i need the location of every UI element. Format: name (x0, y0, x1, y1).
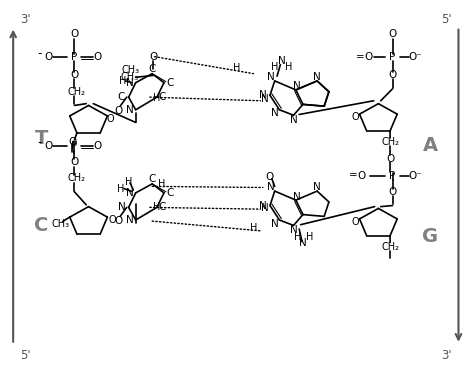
Text: H: H (271, 62, 278, 72)
Text: H: H (158, 179, 165, 189)
Text: O: O (68, 137, 76, 147)
Text: N: N (293, 81, 301, 91)
Text: H: H (125, 177, 132, 187)
Text: T: T (35, 129, 48, 148)
Text: O: O (45, 53, 53, 62)
Text: H: H (119, 76, 126, 86)
Text: N: N (267, 182, 275, 192)
Text: O⁻: O⁻ (408, 170, 422, 181)
Text: C: C (166, 78, 173, 88)
Text: O: O (388, 29, 397, 39)
Text: N: N (267, 72, 275, 82)
Text: N: N (278, 56, 286, 66)
Text: 5': 5' (441, 13, 451, 26)
Text: CH₂: CH₂ (68, 173, 86, 184)
Text: N: N (271, 108, 279, 118)
Text: P: P (389, 53, 396, 62)
Text: P: P (389, 170, 396, 181)
Text: N: N (271, 219, 279, 228)
Text: N: N (126, 215, 134, 225)
Text: -: - (38, 47, 42, 60)
Text: CH₂: CH₂ (381, 137, 399, 147)
Text: O: O (149, 52, 157, 62)
Text: N: N (290, 225, 297, 235)
Text: N: N (290, 115, 297, 124)
Text: O: O (45, 141, 53, 151)
Text: O: O (107, 114, 114, 124)
Text: O: O (388, 187, 397, 197)
Text: H: H (293, 232, 301, 242)
Text: O: O (114, 216, 122, 226)
Text: O: O (70, 70, 79, 80)
Text: N: N (259, 200, 267, 211)
Text: O: O (352, 112, 359, 122)
Text: N: N (299, 238, 307, 249)
Text: CH₂: CH₂ (381, 242, 399, 252)
Text: CH₂: CH₂ (68, 87, 86, 97)
Text: C: C (148, 174, 156, 184)
Text: N: N (261, 203, 269, 213)
Text: 5': 5' (20, 349, 31, 362)
Text: H: H (153, 93, 161, 103)
Text: H: H (306, 232, 314, 242)
Text: C: C (34, 216, 49, 235)
Text: C: C (148, 64, 156, 74)
Text: H: H (153, 201, 161, 212)
Text: 3': 3' (20, 13, 31, 26)
Text: N: N (126, 105, 134, 115)
Text: O: O (70, 29, 79, 39)
Text: 3': 3' (441, 349, 451, 362)
Text: N: N (126, 78, 134, 88)
Text: G: G (422, 227, 438, 246)
Text: C: C (159, 92, 166, 102)
Text: H: H (117, 184, 124, 193)
Text: O: O (109, 215, 117, 225)
Text: N: N (126, 188, 134, 198)
Text: CH₃: CH₃ (120, 72, 138, 82)
Text: O: O (70, 157, 79, 167)
Text: C: C (118, 92, 125, 102)
Text: H: H (250, 223, 257, 233)
Text: O: O (94, 53, 102, 62)
Text: H: H (285, 62, 292, 72)
Text: C: C (159, 202, 166, 212)
Text: P: P (71, 53, 78, 62)
Text: -: - (38, 136, 42, 149)
Text: N: N (313, 182, 321, 192)
Text: O: O (352, 217, 359, 227)
Text: N: N (118, 202, 126, 212)
Text: C: C (166, 188, 173, 198)
Text: H: H (233, 63, 241, 73)
Text: CH₃: CH₃ (122, 65, 140, 75)
Text: N: N (259, 91, 267, 100)
Text: CH₃: CH₃ (51, 219, 69, 229)
Text: O: O (94, 141, 102, 151)
Text: O: O (358, 170, 366, 181)
Text: O: O (386, 154, 394, 164)
Text: N: N (313, 72, 321, 82)
Text: =: = (349, 170, 358, 181)
Text: =: = (356, 53, 365, 62)
Text: A: A (423, 137, 438, 155)
Text: O: O (266, 172, 274, 182)
Text: N: N (261, 94, 269, 104)
Text: O: O (114, 106, 122, 116)
Text: O: O (388, 70, 397, 80)
Text: N: N (293, 192, 301, 201)
Text: O: O (365, 53, 373, 62)
Text: P: P (71, 141, 78, 151)
Text: O⁻: O⁻ (408, 53, 422, 62)
